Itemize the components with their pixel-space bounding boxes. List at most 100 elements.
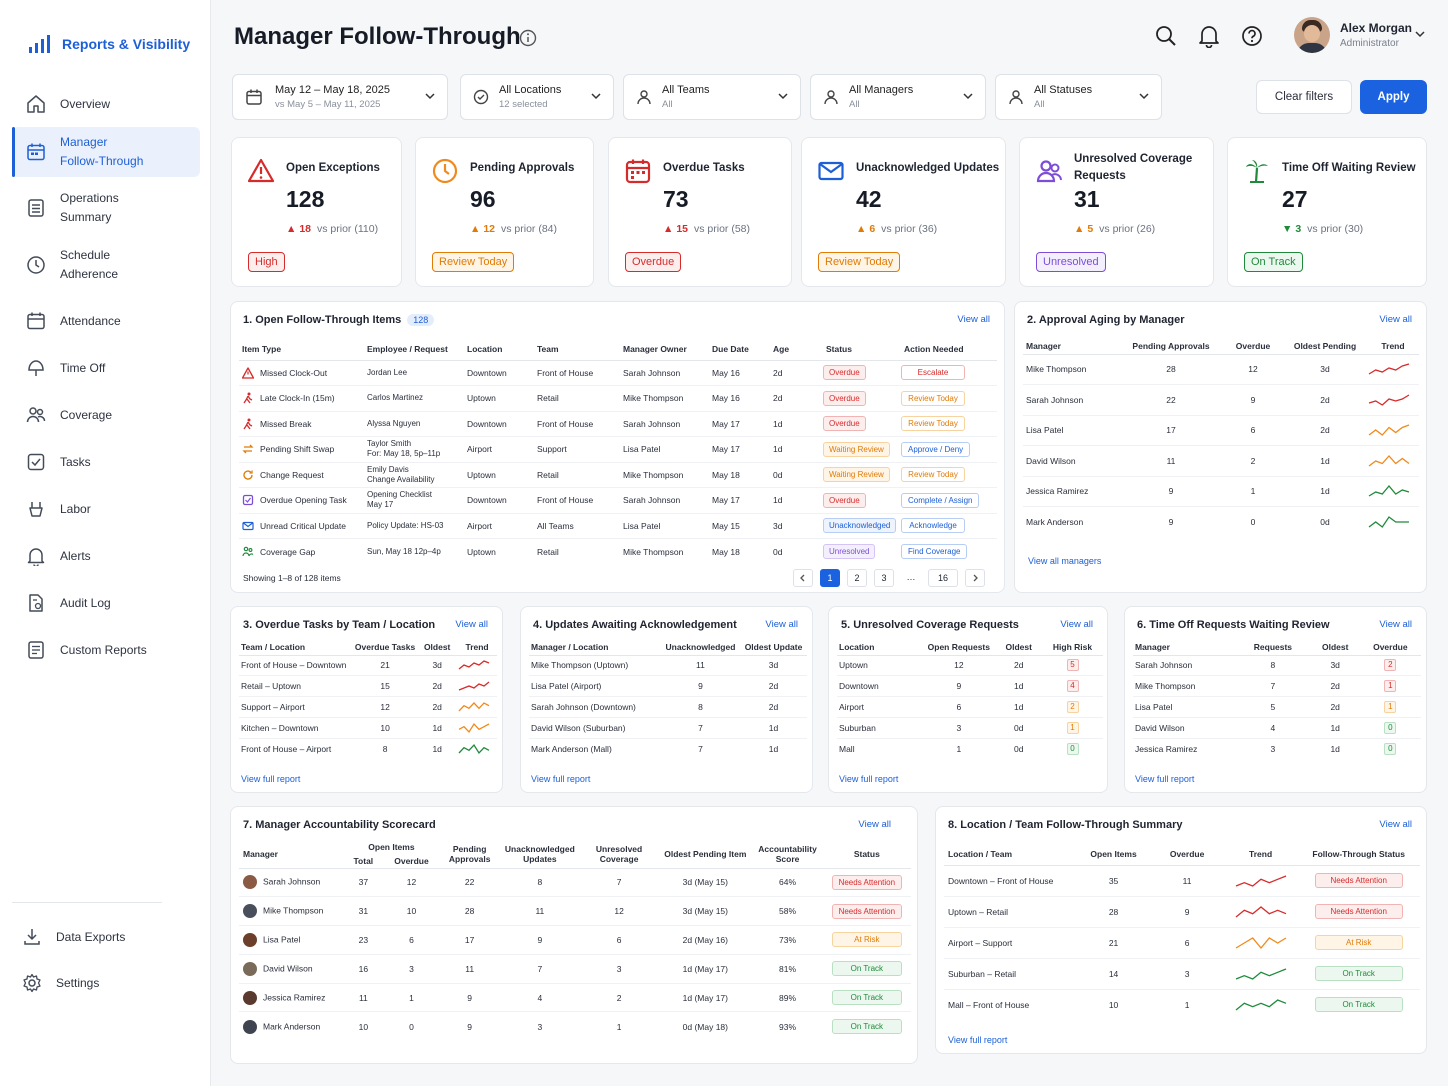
view-all-link[interactable]: View all <box>858 819 891 830</box>
table-row[interactable]: Kitchen – Downtown 10 1d <box>239 717 497 739</box>
table-row[interactable]: Mike Thompson 31 10 28 11 12 3d (May 15) 58% Nee… <box>239 896 911 927</box>
sidebar-item-settings[interactable]: Settings <box>8 972 196 994</box>
sidebar-item-schedule-adherence[interactable]: Schedule Adherence <box>12 245 200 285</box>
table-row[interactable]: Downtown 9 1d 4 <box>837 675 1103 698</box>
view-all-link[interactable]: View all <box>1379 619 1412 630</box>
table-row[interactable]: Airport – Support 21 6 At Risk <box>944 927 1420 959</box>
table-row[interactable]: Missed Break Alyssa Nguyen Downtown Front o… <box>239 411 997 437</box>
action-escalate-button[interactable]: Escalate <box>901 365 965 381</box>
sidebar-item-manager-follow-through[interactable]: Manager Follow-Through <box>12 127 200 177</box>
page-button-2[interactable]: 2 <box>847 569 867 587</box>
table-row[interactable]: Uptown – Retail 28 9 Needs Attention <box>944 896 1420 928</box>
sidebar-item-operations-summary[interactable]: Operations Summary <box>12 188 200 228</box>
table-row[interactable]: Front of House – Downtown 21 3d <box>239 655 497 677</box>
managers-filter[interactable]: All Managers All <box>810 74 986 120</box>
sidebar-item-coverage[interactable]: Coverage <box>12 404 200 426</box>
kpi-unacknowledged-updates[interactable]: Unacknowledged Updates 42 ▲ 6 vs prior (36)… <box>801 137 1006 287</box>
table-row[interactable]: Uptown 12 2d 5 <box>837 655 1103 677</box>
brand[interactable]: Reports & Visibility <box>28 34 190 54</box>
page-button-1[interactable]: 1 <box>820 569 840 587</box>
table-row[interactable]: Mike Thompson (Uptown) 11 3d <box>529 655 807 677</box>
bell-icon[interactable] <box>1198 24 1220 48</box>
info-icon[interactable] <box>519 29 537 47</box>
view-full-report-link[interactable]: View full report <box>241 774 301 784</box>
view-all-link[interactable]: View all <box>1379 314 1412 325</box>
sidebar-item-overview[interactable]: Overview <box>12 93 200 115</box>
table-row[interactable]: Retail – Uptown 15 2d <box>239 675 497 698</box>
view-all-link[interactable]: View all <box>1060 619 1093 630</box>
view-full-report-link[interactable]: View full report <box>1135 774 1195 784</box>
kpi-pending-approvals[interactable]: Pending Approvals 96 ▲ 12 vs prior (84) Revi… <box>415 137 594 287</box>
sidebar-item-custom-reports[interactable]: Custom Reports <box>12 639 200 661</box>
apply-button[interactable]: Apply <box>1360 80 1427 114</box>
user-name[interactable]: Alex Morgan <box>1340 21 1413 35</box>
kpi-time-off-waiting-review[interactable]: Time Off Waiting Review 27 ▼ 3 vs prior (30… <box>1227 137 1427 287</box>
table-row[interactable]: David Wilson (Suburban) 7 1d <box>529 717 807 739</box>
clear-filters-button[interactable]: Clear filters <box>1256 80 1352 114</box>
table-row[interactable]: Overdue Opening Task Opening Checklist Ma… <box>239 487 997 514</box>
table-row[interactable]: Sarah Johnson (Downtown) 8 2d <box>529 696 807 718</box>
table-row[interactable]: Unread Critical Update Policy Update: HS-… <box>239 513 997 539</box>
table-row[interactable]: Downtown – Front of House 35 11 Needs Atten… <box>944 865 1420 897</box>
table-row[interactable]: Mall 1 0d 0 <box>837 738 1103 759</box>
table-row[interactable]: Sarah Johnson 37 12 22 8 7 3d (May 15) 64% Needs… <box>239 868 911 898</box>
action-find-coverage-button[interactable]: Find Coverage <box>901 544 968 559</box>
table-row[interactable]: Mark Anderson 9 0 0d <box>1023 507 1419 538</box>
table-row[interactable]: Pending Shift Swap Taylor Smith For: May … <box>239 436 997 463</box>
help-icon[interactable] <box>1241 25 1263 47</box>
kpi-unresolved-coverage-requests[interactable]: Unresolved Coverage Requests 31 ▲ 5 vs prio… <box>1019 137 1214 287</box>
prev-page-button[interactable] <box>793 569 813 587</box>
view-all-managers-link[interactable]: View all managers <box>1028 556 1102 566</box>
table-row[interactable]: Sarah Johnson 22 9 2d <box>1023 384 1419 416</box>
table-row[interactable]: Jessica Ramirez 3 1d 0 <box>1133 738 1421 759</box>
next-page-button[interactable] <box>965 569 985 587</box>
table-row[interactable]: Mike Thompson 28 12 3d <box>1023 354 1419 385</box>
table-row[interactable]: Mark Anderson (Mall) 7 1d <box>529 738 807 759</box>
locations-filter[interactable]: All Locations 12 selected <box>460 74 614 120</box>
view-full-report-link[interactable]: View full report <box>948 1035 1008 1045</box>
table-row[interactable]: Late Clock-In (15m) Carlos Martinez Uptown… <box>239 385 997 412</box>
table-row[interactable]: Lisa Patel 23 6 17 9 6 2d (May 16) 73% At Risk <box>239 925 911 955</box>
action-review-today-button[interactable]: Review Today <box>901 390 965 406</box>
table-row[interactable]: David Wilson 16 3 11 7 3 1d (May 17) 81% On Trac… <box>239 954 911 984</box>
table-row[interactable]: Coverage Gap Sun, May 18 12p–4p Uptown Reta… <box>239 539 997 565</box>
table-row[interactable]: Jessica Ramirez 9 1 1d <box>1023 476 1419 507</box>
table-row[interactable]: Mall – Front of House 10 1 On Track <box>944 989 1420 1020</box>
action-review-today-button[interactable]: Review Today <box>901 416 965 432</box>
view-all-link[interactable]: View all <box>1379 819 1412 830</box>
page-button-16[interactable]: 16 <box>928 569 958 587</box>
table-row[interactable]: Front of House – Airport 8 1d <box>239 738 497 759</box>
table-row[interactable]: Mike Thompson 7 2d 1 <box>1133 675 1421 698</box>
table-row[interactable]: David Wilson 4 1d 0 <box>1133 717 1421 739</box>
table-row[interactable]: Lisa Patel 5 2d 1 <box>1133 696 1421 718</box>
view-all-link[interactable]: View all <box>765 619 798 630</box>
view-all-link[interactable]: View all <box>455 619 488 630</box>
table-row[interactable]: Lisa Patel 17 6 2d <box>1023 415 1419 446</box>
sidebar-item-alerts[interactable]: Alerts <box>12 545 200 567</box>
view-full-report-link[interactable]: View full report <box>839 774 899 784</box>
date-range-filter[interactable]: May 12 – May 18, 2025 vs May 5 – May 11, … <box>232 74 448 120</box>
table-row[interactable]: Suburban 3 0d 1 <box>837 717 1103 739</box>
table-row[interactable]: Change Request Emily Davis Change Availab… <box>239 462 997 488</box>
sidebar-item-tasks[interactable]: Tasks <box>12 451 200 473</box>
page-button-3[interactable]: 3 <box>874 569 894 587</box>
statuses-filter[interactable]: All Statuses All <box>995 74 1162 120</box>
view-all-link[interactable]: View all <box>957 314 990 325</box>
sidebar-item-data-exports[interactable]: Data Exports <box>8 926 196 948</box>
action-review-today-button[interactable]: Review Today <box>901 467 965 483</box>
table-row[interactable]: Mark Anderson 10 0 9 3 1 0d (May 18) 93% On Trac… <box>239 1012 911 1041</box>
search-icon[interactable] <box>1155 25 1177 47</box>
sidebar-item-attendance[interactable]: Attendance <box>12 310 200 332</box>
teams-filter[interactable]: All Teams All <box>623 74 801 120</box>
sidebar-item-labor[interactable]: Labor <box>12 498 200 520</box>
table-row[interactable]: Support – Airport 12 2d <box>239 696 497 718</box>
table-row[interactable]: Missed Clock-Out Jordan Lee Downtown Front … <box>239 360 997 386</box>
sidebar-item-audit-log[interactable]: Audit Log <box>12 592 200 614</box>
table-row[interactable]: Suburban – Retail 14 3 On Track <box>944 958 1420 990</box>
avatar[interactable] <box>1294 17 1330 53</box>
table-row[interactable]: Sarah Johnson 8 3d 2 <box>1133 655 1421 677</box>
table-row[interactable]: David Wilson 11 2 1d <box>1023 445 1419 477</box>
kpi-overdue-tasks[interactable]: Overdue Tasks 73 ▲ 15 vs prior (58) Overdue <box>608 137 792 287</box>
sidebar-item-time-off[interactable]: Time Off <box>12 357 200 379</box>
table-row[interactable]: Lisa Patel (Airport) 9 2d <box>529 675 807 698</box>
